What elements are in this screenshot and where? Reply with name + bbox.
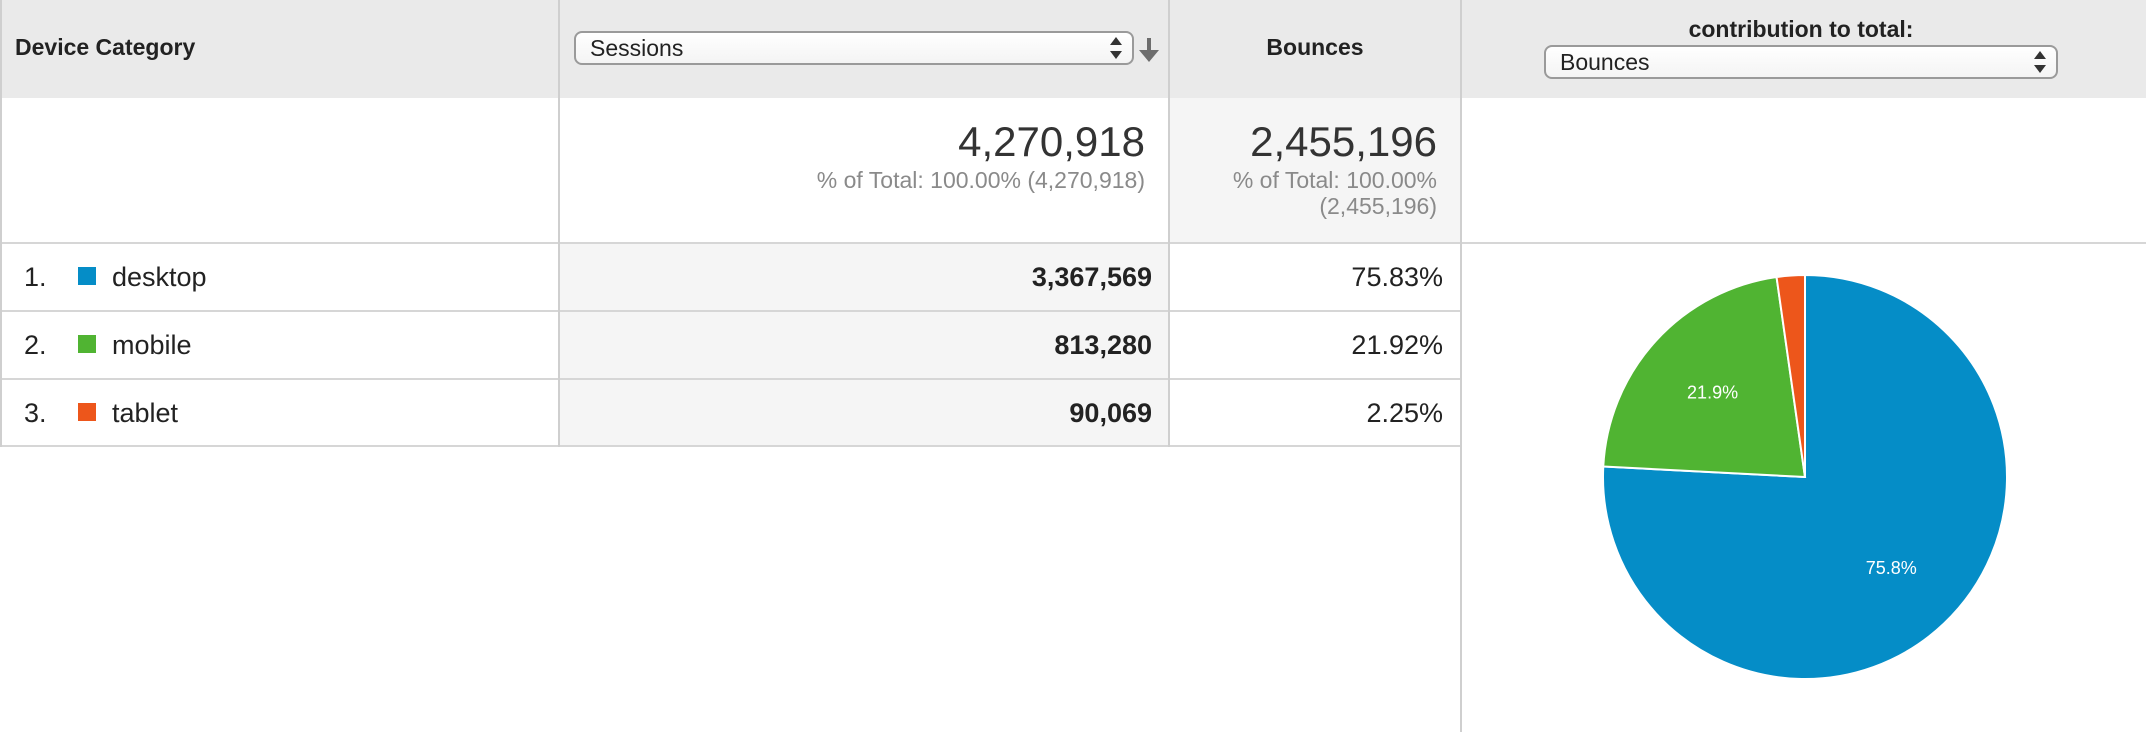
col-divider-2 — [1168, 0, 1170, 447]
bounces-header[interactable]: Bounces — [1266, 34, 1364, 60]
contribution-metric-select[interactable]: Bounces — [1544, 45, 2058, 79]
sessions-column-bg — [559, 243, 1169, 447]
device-category-header[interactable]: Device Category — [15, 34, 196, 60]
sessions-total-percent: % of Total: 100.00% (4,270,918) — [816, 167, 1145, 193]
row-1-bounces: 75.83% — [1351, 262, 1443, 292]
col-divider-3 — [1460, 0, 1462, 732]
select-arrows-icon — [1110, 37, 1122, 59]
row-1-bottom-border — [0, 310, 1461, 312]
header-device-category-cell — [0, 0, 559, 98]
pie-label-desktop: 75.8% — [1866, 558, 1917, 578]
sessions-total-value: 4,270,918 — [958, 118, 1145, 165]
desktop-color-swatch — [78, 267, 96, 285]
row-2-index: 2. — [24, 330, 47, 360]
row-3-bottom-border — [0, 445, 1461, 447]
sort-descending-icon[interactable] — [1137, 36, 1161, 64]
row-3-index: 3. — [24, 398, 47, 428]
totals-bounces-cell — [1169, 98, 1461, 243]
contribution-label: contribution to total: — [1688, 16, 1914, 42]
header-bounces-cell — [1169, 0, 1461, 98]
row-1-sessions: 3,367,569 — [1031, 262, 1152, 292]
row-2-bottom-border — [0, 378, 1461, 380]
bounces-total-value: 2,455,196 — [1250, 118, 1437, 165]
contribution-select-label: Bounces — [1560, 49, 1650, 75]
row-2-sessions: 813,280 — [1054, 330, 1152, 360]
pie-label-mobile: 21.9% — [1687, 382, 1738, 402]
row-1-index: 1. — [24, 262, 47, 292]
sessions-select-label: Sessions — [590, 35, 684, 61]
left-border — [0, 0, 2, 447]
row-2-bounces: 21.92% — [1351, 330, 1443, 360]
row-3-label-tablet[interactable]: tablet — [112, 398, 179, 428]
row-1-label-desktop[interactable]: desktop — [112, 262, 207, 292]
tablet-color-swatch — [78, 403, 96, 421]
sessions-metric-select[interactable]: Sessions — [574, 31, 1134, 65]
row-3-sessions: 90,069 — [1069, 398, 1152, 428]
col-divider-1 — [558, 0, 560, 447]
select-arrows-icon — [2034, 51, 2046, 73]
bounces-total-percent-line2: (2,455,196) — [1319, 193, 1437, 219]
bounces-total-percent-line1: % of Total: 100.00% — [1232, 167, 1437, 193]
row-2-label-mobile[interactable]: mobile — [112, 330, 192, 360]
totals-bottom-border — [0, 242, 2146, 244]
contribution-pie-chart: 75.8% 21.9% — [1602, 275, 2008, 680]
mobile-color-swatch — [78, 335, 96, 353]
pie-slice-mobile[interactable] — [1602, 275, 1807, 479]
pie-slice-tablet[interactable] — [1775, 275, 1806, 478]
row-3-bounces: 2.25% — [1366, 398, 1443, 428]
